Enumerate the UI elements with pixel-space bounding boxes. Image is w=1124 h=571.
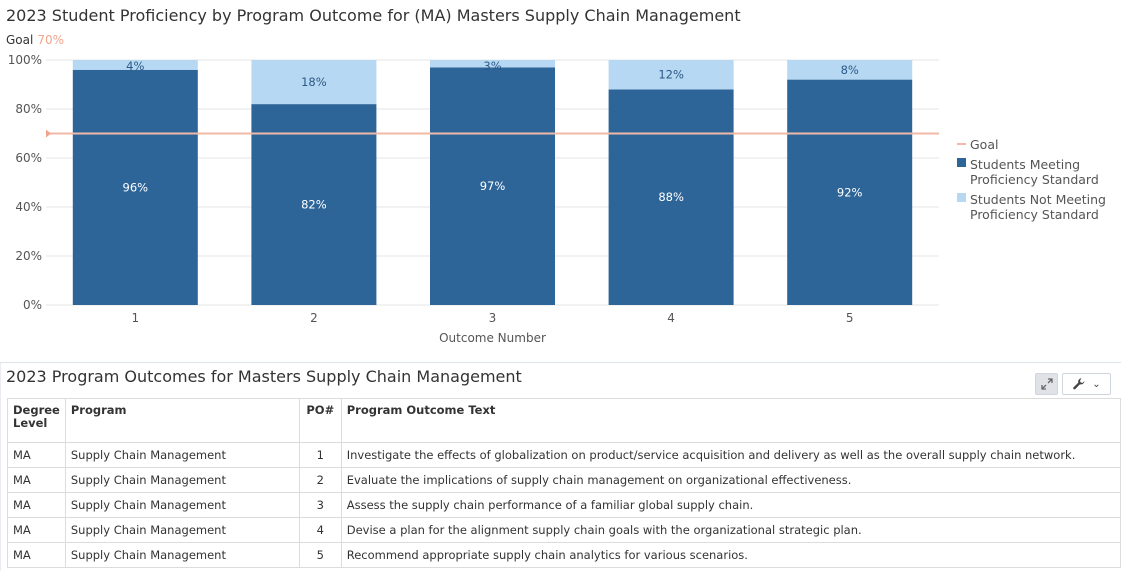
table-row: MA Supply Chain Management 2 Evaluate th… bbox=[7, 467, 1122, 493]
legend-swatch bbox=[957, 158, 966, 167]
legend-label: Proficiency Standard bbox=[970, 172, 1099, 187]
y-tick-label: 100% bbox=[8, 53, 42, 67]
x-tick-label: 5 bbox=[846, 311, 854, 325]
goal-label-text: Goal bbox=[6, 33, 34, 47]
cell-program: Supply Chain Management bbox=[64, 517, 300, 543]
data-label: 8% bbox=[841, 63, 859, 77]
outcomes-table: Degree Level Program PO# Program Outcome… bbox=[7, 398, 1122, 568]
table-title: 2023 Program Outcomes for Masters Supply… bbox=[6, 367, 522, 386]
cell-program: Supply Chain Management bbox=[64, 542, 300, 568]
table-header-row: Degree Level Program PO# Program Outcome… bbox=[7, 398, 1122, 443]
bar-segment bbox=[430, 60, 555, 68]
bar-segment bbox=[251, 104, 377, 305]
y-tick-label: 80% bbox=[15, 102, 42, 116]
data-label: 12% bbox=[658, 68, 684, 82]
x-tick-label: 1 bbox=[131, 311, 139, 325]
y-tick-label: 20% bbox=[15, 249, 42, 263]
cell-po: 3 bbox=[298, 492, 342, 518]
cell-po: 5 bbox=[298, 542, 342, 568]
cell-degree: MA bbox=[7, 542, 66, 568]
settings-menu-button[interactable]: ⌄ bbox=[1062, 373, 1111, 395]
stacked-bar-chart: 0% 20% 40% 60% 80% 100% 96% 4% 1 82% 18% 2 97% 3% 3 88%… bbox=[8, 53, 1106, 345]
cell-program: Supply Chain Management bbox=[64, 467, 300, 493]
chart-title: 2023 Student Proficiency by Program Outc… bbox=[6, 6, 741, 25]
goal-marker bbox=[46, 129, 51, 138]
wrench-icon bbox=[1073, 378, 1085, 390]
cell-degree: MA bbox=[7, 517, 66, 543]
bar-segment bbox=[787, 60, 913, 80]
cell-text: Recommend appropriate supply chain analy… bbox=[340, 542, 1122, 568]
expand-button[interactable] bbox=[1035, 373, 1058, 395]
cell-text: Devise a plan for the alignment supply c… bbox=[340, 517, 1122, 543]
x-tick-label: 3 bbox=[489, 311, 497, 325]
cell-degree: MA bbox=[7, 442, 66, 468]
bar-segment bbox=[251, 60, 377, 105]
legend-label: Students Meeting bbox=[970, 157, 1080, 172]
cell-text: Investigate the effects of globalization… bbox=[340, 442, 1122, 468]
data-label: 4% bbox=[126, 59, 144, 73]
cell-po: 1 bbox=[298, 442, 342, 468]
cell-degree: MA bbox=[7, 492, 66, 518]
header-outcome-text: Program Outcome Text bbox=[340, 398, 1122, 443]
goal-value: 70% bbox=[37, 33, 64, 47]
data-label: 82% bbox=[301, 198, 327, 212]
chevron-down-icon: ⌄ bbox=[1092, 378, 1101, 390]
cell-text: Assess the supply chain performance of a… bbox=[340, 492, 1122, 518]
cell-po: 4 bbox=[298, 517, 342, 543]
x-tick-label: 2 bbox=[310, 311, 318, 325]
bar-segment bbox=[430, 67, 555, 305]
expand-icon bbox=[1040, 378, 1053, 390]
legend-label: Goal bbox=[970, 137, 998, 152]
x-axis-label: Outcome Number bbox=[439, 331, 546, 345]
bar-segment bbox=[608, 60, 734, 90]
y-tick-label: 40% bbox=[15, 200, 42, 214]
data-label: 18% bbox=[301, 75, 327, 89]
cell-text: Evaluate the implications of supply chai… bbox=[340, 467, 1122, 493]
y-tick-label: 60% bbox=[15, 151, 42, 165]
data-label: 92% bbox=[837, 185, 863, 199]
header-po-number: PO# bbox=[298, 398, 342, 443]
cell-po: 2 bbox=[298, 467, 342, 493]
goal-label: Goal 70% bbox=[6, 33, 64, 47]
table-row: MA Supply Chain Management 3 Assess the … bbox=[7, 492, 1122, 518]
legend-label: Students Not Meeting bbox=[970, 192, 1106, 207]
bar-segment bbox=[787, 79, 913, 305]
table-row: MA Supply Chain Management 1 Investigate… bbox=[7, 442, 1122, 468]
legend-swatch bbox=[957, 193, 966, 202]
x-tick-label: 4 bbox=[667, 311, 675, 325]
data-label: 97% bbox=[480, 179, 506, 193]
cell-degree: MA bbox=[7, 467, 66, 493]
bar-segment bbox=[72, 69, 198, 305]
bar-segment bbox=[608, 89, 734, 306]
header-program: Program bbox=[64, 398, 300, 443]
table-row: MA Supply Chain Management 5 Recommend a… bbox=[7, 542, 1122, 568]
cell-program: Supply Chain Management bbox=[64, 442, 300, 468]
y-tick-label: 0% bbox=[23, 298, 42, 312]
table-row: MA Supply Chain Management 4 Devise a pl… bbox=[7, 517, 1122, 543]
outcomes-panel: 2023 Program Outcomes for Masters Supply… bbox=[0, 362, 1122, 571]
data-label: 3% bbox=[483, 59, 501, 73]
legend-label: Proficiency Standard bbox=[970, 207, 1099, 222]
data-label: 88% bbox=[658, 190, 684, 204]
data-label: 96% bbox=[123, 180, 149, 194]
header-degree-level: Degree Level bbox=[7, 398, 66, 443]
cell-program: Supply Chain Management bbox=[64, 492, 300, 518]
bar-segment bbox=[72, 60, 198, 70]
